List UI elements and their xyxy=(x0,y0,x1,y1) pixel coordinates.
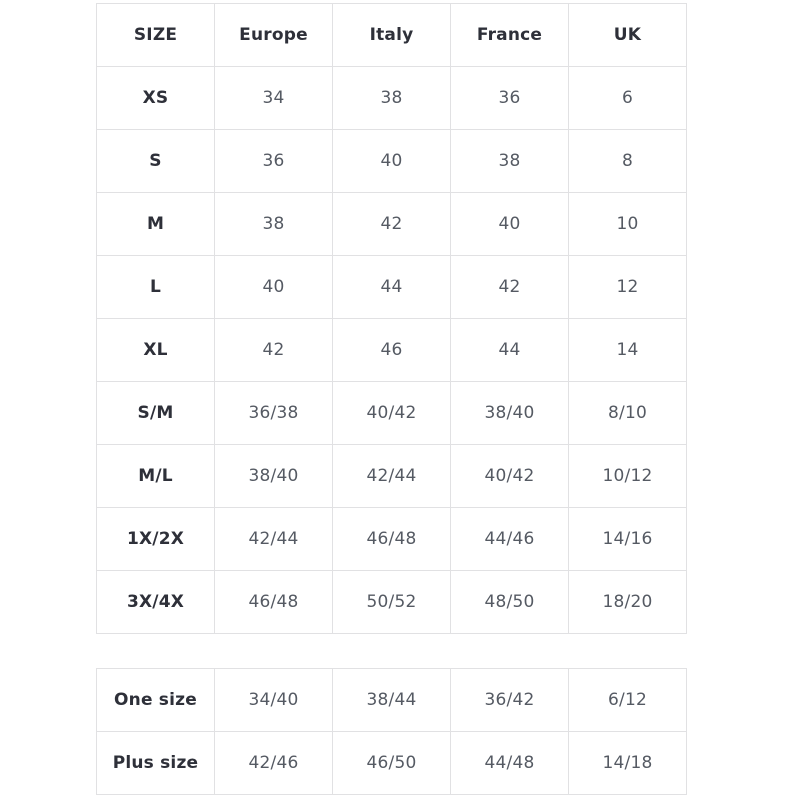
europe-value-cell: 36 xyxy=(214,129,333,193)
europe-value-cell: 34 xyxy=(214,66,333,130)
italy-value-cell: 40/42 xyxy=(332,381,451,445)
europe-value-cell: 38 xyxy=(214,192,333,256)
size-row-s-m: S/M 36/38 40/42 38/40 8/10 xyxy=(96,381,687,445)
size-row-xl: XL 42 46 44 14 xyxy=(96,318,687,382)
size-label-cell: XL xyxy=(96,318,215,382)
france-value-cell: 42 xyxy=(450,255,569,319)
france-value-cell: 40/42 xyxy=(450,444,569,508)
italy-value-cell: 44 xyxy=(332,255,451,319)
italy-value-cell: 38 xyxy=(332,66,451,130)
header-row: SIZE Europe Italy France UK xyxy=(96,3,687,67)
size-label-cell: 1X/2X xyxy=(96,507,215,571)
column-header-europe: Europe xyxy=(214,3,333,67)
size-label-cell: Plus size xyxy=(96,731,215,795)
europe-value-cell: 36/38 xyxy=(214,381,333,445)
uk-value-cell: 10/12 xyxy=(568,444,687,508)
uk-value-cell: 14/18 xyxy=(568,731,687,795)
italy-value-cell: 38/44 xyxy=(332,668,451,732)
uk-value-cell: 14/16 xyxy=(568,507,687,571)
size-row-1x-2x: 1X/2X 42/44 46/48 44/46 14/16 xyxy=(96,507,687,571)
europe-value-cell: 34/40 xyxy=(214,668,333,732)
size-row-s: S 36 40 38 8 xyxy=(96,129,687,193)
size-row-plus-size: Plus size 42/46 46/50 44/48 14/18 xyxy=(96,731,687,795)
europe-value-cell: 40 xyxy=(214,255,333,319)
france-value-cell: 36 xyxy=(450,66,569,130)
uk-value-cell: 6 xyxy=(568,66,687,130)
europe-value-cell: 38/40 xyxy=(214,444,333,508)
uk-value-cell: 18/20 xyxy=(568,570,687,634)
france-value-cell: 44 xyxy=(450,318,569,382)
europe-value-cell: 46/48 xyxy=(214,570,333,634)
france-value-cell: 48/50 xyxy=(450,570,569,634)
france-value-cell: 36/42 xyxy=(450,668,569,732)
europe-value-cell: 42/44 xyxy=(214,507,333,571)
column-header-italy: Italy xyxy=(332,3,451,67)
uk-value-cell: 8 xyxy=(568,129,687,193)
column-header-france: France xyxy=(450,3,569,67)
size-label-cell: 3X/4X xyxy=(96,570,215,634)
italy-value-cell: 46 xyxy=(332,318,451,382)
italy-value-cell: 40 xyxy=(332,129,451,193)
special-sizes-table: One size 34/40 38/44 36/42 6/12 Plus siz… xyxy=(96,668,687,795)
france-value-cell: 40 xyxy=(450,192,569,256)
size-label-cell: L xyxy=(96,255,215,319)
europe-value-cell: 42 xyxy=(214,318,333,382)
size-label-cell: XS xyxy=(96,66,215,130)
italy-value-cell: 46/50 xyxy=(332,731,451,795)
size-label-cell: S/M xyxy=(96,381,215,445)
france-value-cell: 38/40 xyxy=(450,381,569,445)
column-header-size: SIZE xyxy=(96,3,215,67)
size-row-m-l: M/L 38/40 42/44 40/42 10/12 xyxy=(96,444,687,508)
france-value-cell: 44/48 xyxy=(450,731,569,795)
uk-value-cell: 10 xyxy=(568,192,687,256)
italy-value-cell: 42/44 xyxy=(332,444,451,508)
column-header-uk: UK xyxy=(568,3,687,67)
size-row-xs: XS 34 38 36 6 xyxy=(96,66,687,130)
italy-value-cell: 50/52 xyxy=(332,570,451,634)
size-row-3x-4x: 3X/4X 46/48 50/52 48/50 18/20 xyxy=(96,570,687,634)
uk-value-cell: 8/10 xyxy=(568,381,687,445)
size-label-cell: One size xyxy=(96,668,215,732)
france-value-cell: 44/46 xyxy=(450,507,569,571)
uk-value-cell: 14 xyxy=(568,318,687,382)
uk-value-cell: 6/12 xyxy=(568,668,687,732)
size-label-cell: S xyxy=(96,129,215,193)
italy-value-cell: 46/48 xyxy=(332,507,451,571)
france-value-cell: 38 xyxy=(450,129,569,193)
uk-value-cell: 12 xyxy=(568,255,687,319)
size-row-m: M 38 42 40 10 xyxy=(96,192,687,256)
italy-value-cell: 42 xyxy=(332,192,451,256)
size-label-cell: M/L xyxy=(96,444,215,508)
size-conversion-table: SIZE Europe Italy France UK XS 34 38 36 … xyxy=(96,3,687,634)
size-row-one-size: One size 34/40 38/44 36/42 6/12 xyxy=(96,668,687,732)
europe-value-cell: 42/46 xyxy=(214,731,333,795)
size-label-cell: M xyxy=(96,192,215,256)
size-row-l: L 40 44 42 12 xyxy=(96,255,687,319)
